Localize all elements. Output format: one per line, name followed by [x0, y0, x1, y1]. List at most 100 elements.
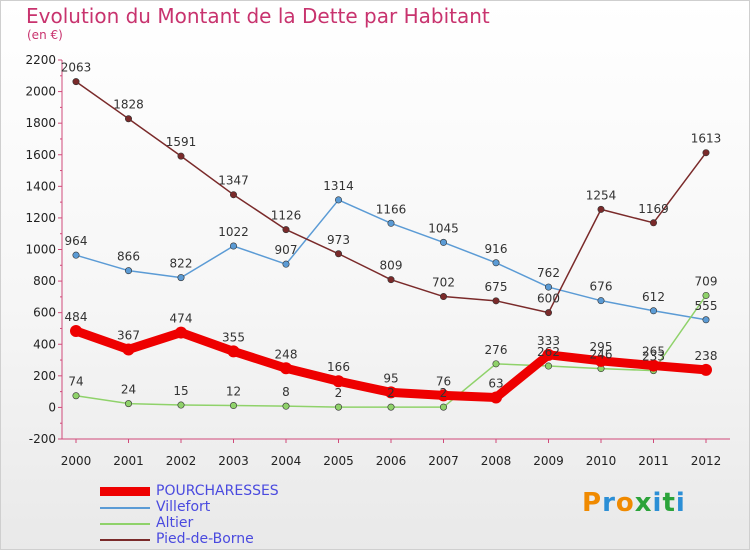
y-tick-label: 200 — [33, 369, 56, 383]
data-point — [177, 152, 185, 160]
data-point — [230, 191, 238, 199]
data-point — [125, 267, 133, 275]
data-label: 964 — [65, 234, 88, 248]
data-point — [544, 362, 552, 370]
data-label: 709 — [695, 274, 718, 288]
data-point — [597, 205, 605, 213]
x-tick-label: 2002 — [166, 454, 197, 468]
data-point — [334, 250, 342, 258]
legend-label: POURCHARESSES — [156, 483, 279, 499]
data-point — [492, 360, 500, 368]
data-point — [649, 307, 657, 315]
data-label: 1347 — [218, 174, 249, 188]
data-point — [230, 402, 238, 410]
data-label: 248 — [275, 347, 298, 361]
chart-title: Evolution du Montant de la Dette par Hab… — [26, 4, 490, 28]
data-point — [387, 219, 395, 227]
data-label: 262 — [537, 345, 560, 359]
data-label: 1022 — [218, 225, 249, 239]
data-label: 2063 — [61, 61, 92, 75]
data-label: 822 — [170, 257, 193, 271]
data-label: 1045 — [428, 221, 459, 235]
data-point — [332, 375, 345, 388]
data-point — [282, 260, 290, 268]
y-tick-label: 400 — [33, 337, 56, 351]
data-label: 1254 — [586, 188, 617, 202]
data-label: 238 — [695, 349, 718, 363]
data-label: 484 — [65, 310, 88, 324]
data-label: 907 — [275, 243, 298, 257]
data-label: 95 — [383, 371, 398, 385]
data-point — [387, 276, 395, 284]
data-label: 762 — [537, 266, 560, 280]
y-tick-label: 1800 — [25, 116, 56, 130]
data-point — [702, 316, 710, 324]
data-label: 333 — [537, 334, 560, 348]
legend-label: Villefort — [156, 499, 211, 515]
data-point — [125, 400, 133, 408]
x-tick-label: 2001 — [113, 454, 144, 468]
x-tick-label: 2005 — [323, 454, 354, 468]
legend-swatch — [100, 507, 150, 509]
y-tick-label: 1200 — [25, 211, 56, 225]
data-point — [492, 297, 500, 305]
data-label: 74 — [68, 375, 83, 389]
data-label: 265 — [642, 345, 665, 359]
x-tick-label: 2003 — [218, 454, 249, 468]
data-label: 233 — [642, 350, 665, 364]
data-point — [125, 115, 133, 123]
data-point — [437, 389, 450, 402]
x-tick-label: 2000 — [61, 454, 92, 468]
data-point — [177, 401, 185, 409]
chart-subtitle: (en €) — [27, 28, 63, 42]
data-point — [175, 326, 187, 339]
y-tick-label: 800 — [33, 274, 56, 288]
data-point — [595, 354, 607, 367]
legend-label: Pied-de-Borne — [156, 531, 254, 547]
y-tick-label: 2000 — [25, 85, 56, 99]
data-point — [490, 391, 502, 404]
y-tick-label: -200 — [29, 432, 56, 446]
data-label: 973 — [327, 233, 350, 247]
x-tick-label: 2006 — [376, 454, 407, 468]
data-label: 2 — [440, 386, 448, 400]
data-label: 1166 — [376, 202, 407, 216]
data-point — [334, 196, 342, 204]
data-label: 612 — [642, 290, 665, 304]
x-tick-label: 2012 — [691, 454, 722, 468]
data-label: 600 — [537, 292, 560, 306]
data-point — [72, 78, 80, 86]
data-label: 367 — [117, 328, 140, 342]
data-label: 916 — [485, 242, 508, 256]
x-tick-label: 2011 — [638, 454, 669, 468]
data-point — [122, 343, 135, 356]
x-tick-label: 2004 — [271, 454, 302, 468]
data-label: 76 — [436, 374, 451, 388]
series-lines — [70, 78, 712, 411]
data-point — [702, 149, 710, 157]
data-label: 12 — [226, 385, 241, 399]
data-point — [282, 226, 290, 234]
y-tick-label: 2200 — [25, 53, 56, 67]
legend-swatch — [100, 487, 150, 496]
data-point — [647, 359, 660, 372]
x-tick-label: 2008 — [481, 454, 512, 468]
data-label: 555 — [695, 299, 718, 313]
y-tick-label: 1400 — [25, 179, 56, 193]
data-point — [649, 219, 657, 227]
data-label: 1126 — [271, 209, 302, 223]
data-point — [72, 392, 80, 400]
x-tick-label: 2007 — [428, 454, 459, 468]
data-point — [439, 238, 447, 246]
data-point — [439, 293, 447, 301]
data-point — [385, 386, 397, 399]
data-point — [387, 403, 395, 411]
data-point — [702, 291, 710, 299]
y-tick-label: 1000 — [25, 243, 56, 257]
legend-label: Altier — [156, 515, 194, 531]
data-point — [334, 403, 342, 411]
data-label: 8 — [282, 385, 290, 399]
